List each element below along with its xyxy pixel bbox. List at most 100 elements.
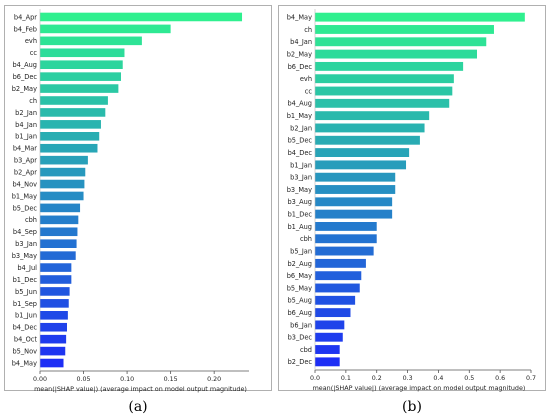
panel-a-category-label: b2_Apr — [14, 169, 37, 177]
panel-b-category-label: evh — [300, 75, 312, 83]
panel-b-bar — [315, 246, 374, 256]
panel-a-category-label: b4_Oct — [14, 336, 37, 344]
panel-b-x-tick-label: 0.0 — [310, 375, 320, 382]
panel-a-bar — [40, 96, 108, 105]
panel-b-category-label: b6_May — [287, 272, 312, 280]
panel-b-bar — [315, 357, 340, 367]
panel-b-category-label: b1_May — [287, 112, 312, 120]
panel-a-x-tick-label: 0.05 — [77, 376, 91, 383]
panel-a-bar — [40, 12, 243, 22]
panel-a-x-tick-label: 0.15 — [164, 376, 178, 383]
panel-a-category-label: b4_Dec — [13, 324, 38, 332]
panel-b-category-label: cbh — [300, 235, 312, 243]
panel-b-bar — [315, 148, 410, 158]
panel-a-bar — [40, 132, 100, 141]
panel-b-bar — [315, 197, 393, 207]
panel-a-category-label: b3_Apr — [14, 157, 37, 165]
panel-b-category-label: b3_Jan — [290, 174, 312, 182]
panel-a-category-label: b2_Jan — [15, 109, 37, 117]
panel-b-category-label: b4_May — [287, 14, 312, 22]
panel-b-bar — [315, 135, 420, 145]
panel-a-category-label: b3_May — [12, 252, 37, 260]
panel-a-category-label: b4_Jul — [17, 264, 37, 272]
panel-a-bar — [40, 24, 171, 34]
panel-b-bar — [315, 320, 345, 330]
panel-a-category-label: b1_May — [12, 192, 37, 200]
panel-b-bar — [315, 185, 396, 194]
panel-a-bar — [40, 275, 72, 284]
panel-a-bar — [40, 179, 85, 189]
panel-a-category-label: b6_Dec — [13, 73, 38, 81]
panel-a-bar — [40, 346, 66, 356]
panel-a-x-tick-label: 0.20 — [207, 376, 221, 383]
panel-b-x-axis-label: mean(|SHAP value|) (average impact on mo… — [313, 384, 526, 392]
panel-b-bar — [315, 98, 450, 108]
panel-b: b4_May ch b4_Jan b2_May b6_Dec evh cc b4_Aug b1_… — [278, 5, 546, 415]
panel-b-bar — [315, 283, 360, 293]
panel-a-bar — [40, 191, 84, 201]
panel-a-category-label: b1_Jun — [15, 312, 37, 320]
panel-a-category-label: b4_Jan — [15, 121, 37, 129]
panel-a-category-label: evh — [25, 37, 37, 45]
panel-b-category-label: cc — [305, 87, 313, 95]
panel-a-category-label: b5_Nov — [12, 348, 37, 356]
panel-b-bar — [315, 308, 351, 318]
panel-a-category-label: cbh — [25, 216, 37, 224]
panel-b-category-label: b4_Aug — [287, 100, 312, 108]
panel-b-bar — [315, 86, 453, 96]
panel-b-category-label: b3_Aug — [287, 198, 312, 206]
panel-b-x-tick-label: 0.4 — [433, 375, 443, 382]
panel-a-bar — [40, 72, 121, 81]
panel-b-bar — [315, 12, 525, 22]
panel-a-category-label: b1_Dec — [13, 276, 38, 284]
panel-b-bar — [315, 271, 362, 281]
panel-a-bar — [40, 227, 78, 237]
panel-b-bar — [315, 25, 494, 34]
panel-a-bar — [40, 167, 86, 177]
panel-a-label: (a) — [128, 399, 148, 415]
panel-b-x-tick-label: 0.5 — [464, 375, 474, 382]
panel-a-bar — [40, 239, 77, 248]
panel-a-category-label: b5_Dec — [13, 204, 38, 212]
panel-b-category-label: ch — [304, 26, 312, 34]
panel-b-bar — [315, 61, 464, 71]
panel-b-category-label: b2_Dec — [288, 358, 313, 366]
panel-a-bar — [40, 143, 98, 153]
panel-a-category-label: b4_Aug — [12, 61, 37, 69]
panel-a-bar — [40, 203, 81, 213]
panel-a-bar — [40, 215, 79, 225]
panel-a-bar — [40, 251, 76, 260]
panel-a-category-label: b4_Apr — [14, 13, 37, 21]
panel-a-category-label: b4_Sep — [13, 228, 37, 236]
panel-b-category-label: b1_Jan — [290, 161, 312, 169]
panel-a-x-axis-label: mean(|SHAP value|) (average impact on mo… — [34, 385, 247, 393]
panel-a-category-label: b4_May — [12, 359, 37, 367]
panel-b-category-label: b2_May — [287, 50, 312, 58]
panel-b-category-label: b6_Aug — [287, 309, 312, 317]
panel-b-x-tick-label: 0.6 — [495, 375, 505, 382]
panel-b-bar — [315, 160, 407, 170]
panel-a-bar — [40, 48, 125, 58]
panel-a-bar — [40, 155, 88, 165]
panel-b-bar — [315, 221, 377, 231]
panel-a-category-label: b3_Jan — [15, 240, 37, 248]
panel-a-bar — [40, 263, 72, 272]
panel-b-category-label: b2_Aug — [287, 260, 312, 268]
panel-b-frame — [278, 5, 546, 391]
panel-a-bar — [40, 36, 142, 46]
panel-b-category-label: b1_Dec — [288, 211, 313, 219]
panel-b-bar — [315, 209, 393, 219]
panel-a-bar — [40, 84, 119, 93]
panel-b-bar — [315, 49, 477, 59]
panel-a-category-label: cc — [30, 49, 38, 57]
panel-a-category-label: ch — [29, 97, 37, 105]
panel-b-category-label: b2_Jan — [290, 124, 312, 132]
panel-b-x-tick-label: 0.7 — [526, 375, 536, 382]
panel-a: b4_Apr b4_Feb evh cc b4_Aug b6_Dec b2_May ch b2_… — [4, 5, 272, 415]
panel-a-bar — [40, 299, 69, 308]
panel-b-bar — [315, 258, 366, 268]
panel-b-bar — [315, 234, 377, 244]
